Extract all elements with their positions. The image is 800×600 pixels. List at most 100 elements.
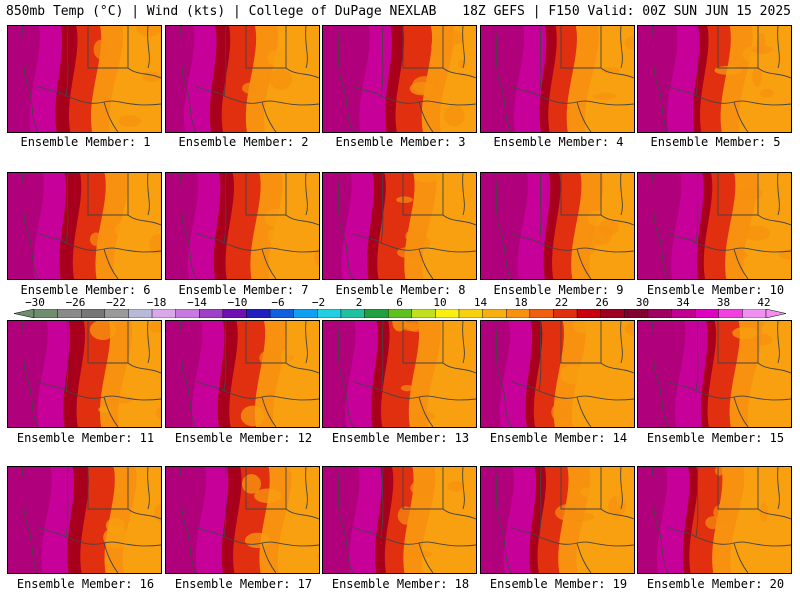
state-boundary [87, 173, 129, 216]
ensemble-member-label: Ensemble Member: 14 [489, 431, 628, 445]
state-boundary [538, 321, 542, 392]
state-boundary [245, 26, 287, 69]
state-boundary [21, 173, 39, 279]
temperature-blotch [599, 218, 619, 236]
ensemble-member-label: Ensemble Member: 16 [16, 577, 155, 591]
colorbar-tick-label: −18 [146, 296, 167, 309]
state-boundary [65, 321, 69, 392]
colorbar-tick-label: 6 [396, 296, 403, 309]
state-boundary [757, 214, 791, 226]
state-boundary [600, 508, 634, 520]
state-boundary [87, 467, 129, 510]
temperature-colorbar [14, 309, 786, 318]
temperature-blotch [149, 321, 161, 333]
temperature-map [166, 467, 319, 573]
temperature-blotch [412, 76, 439, 94]
state-boundary [305, 26, 308, 69]
state-boundary [620, 173, 623, 216]
ensemble-member-panel [480, 172, 635, 280]
ensemble-member-panel [165, 466, 320, 574]
colorbar-tick-label: 2 [355, 296, 363, 309]
state-boundary [352, 380, 382, 392]
temperature-map [8, 26, 161, 132]
temperature-blotch [240, 405, 265, 427]
state-boundary [651, 173, 669, 279]
colorbar-cell [340, 309, 365, 318]
colorbar-tick-label: 26 [595, 296, 609, 309]
temperature-blotch [306, 265, 319, 279]
state-boundary [195, 526, 225, 538]
ensemble-member-label: Ensemble Member: 9 [493, 283, 624, 297]
far-west-region [8, 26, 40, 132]
ensemble-member-label: Ensemble Member: 17 [174, 577, 313, 591]
temperature-blotch [631, 114, 634, 124]
state-boundary [37, 85, 67, 97]
state-boundary [305, 173, 308, 216]
state-boundary [576, 542, 592, 573]
temperature-blotch [151, 52, 161, 70]
temperature-blotch [587, 210, 605, 226]
colorbar-cell [506, 309, 531, 318]
colorbar-tick-label: −6 [271, 296, 285, 309]
temperature-blotch [630, 182, 634, 188]
state-boundary [442, 214, 476, 226]
ensemble-member-panel [7, 466, 162, 574]
ensemble-member-panel [322, 25, 477, 133]
state-boundary [402, 173, 444, 216]
state-boundary [600, 214, 634, 226]
temperature-blotch [444, 179, 453, 197]
temperature-blotch [108, 395, 134, 404]
temperature-blotch [269, 68, 293, 90]
temperature-map [481, 26, 634, 132]
state-boundary [733, 101, 749, 132]
temperature-blotch [431, 36, 453, 57]
temperature-blotch [410, 480, 434, 496]
colorbar-cell [553, 309, 578, 318]
ensemble-member-panel [480, 466, 635, 574]
temperature-blotch [598, 253, 608, 261]
temperature-blotch [766, 251, 780, 271]
state-boundary [717, 26, 759, 69]
temperature-blotch [600, 67, 620, 74]
state-boundary [21, 26, 39, 132]
colorbar-tick-label: 34 [676, 296, 690, 309]
state-boundary [37, 380, 67, 392]
state-boundary [223, 173, 227, 244]
colorbar-tick-label: 38 [716, 296, 731, 309]
state-boundary [620, 467, 623, 510]
state-boundary [510, 232, 540, 244]
state-boundary [21, 321, 39, 427]
far-west-region [323, 26, 370, 132]
far-west-region [638, 467, 668, 573]
state-boundary [65, 26, 69, 97]
temperature-blotch [115, 221, 136, 239]
colorbar-tick-label: 10 [433, 296, 447, 309]
colorbar-cell [647, 309, 672, 318]
state-boundary [695, 173, 699, 244]
state-boundary [402, 467, 444, 510]
temperature-blotch [604, 367, 627, 384]
temperature-blotch [579, 486, 607, 498]
far-west-region [638, 26, 678, 132]
temperature-blotch [267, 228, 279, 245]
ensemble-member-label: Ensemble Member: 5 [650, 135, 781, 149]
state-boundary [576, 248, 592, 279]
temperature-blotch [789, 545, 791, 550]
state-boundary [777, 26, 780, 69]
ensemble-member-label: Ensemble Member: 3 [335, 135, 466, 149]
ensemble-member-panel [7, 172, 162, 280]
state-boundary [336, 467, 354, 573]
colorbar-cell [529, 309, 554, 318]
temperature-map [481, 467, 634, 573]
temperature-map [166, 26, 319, 132]
temperature-blotch [447, 481, 465, 492]
state-boundary [103, 248, 119, 279]
state-boundary [695, 467, 699, 538]
far-west-region [481, 321, 510, 427]
temperature-blotch [118, 115, 141, 127]
ensemble-member-panel [165, 25, 320, 133]
colorbar-cell [33, 309, 58, 318]
ensemble-member-label: Ensemble Member: 11 [16, 431, 155, 445]
state-boundary [223, 26, 227, 97]
state-boundary [560, 467, 602, 510]
